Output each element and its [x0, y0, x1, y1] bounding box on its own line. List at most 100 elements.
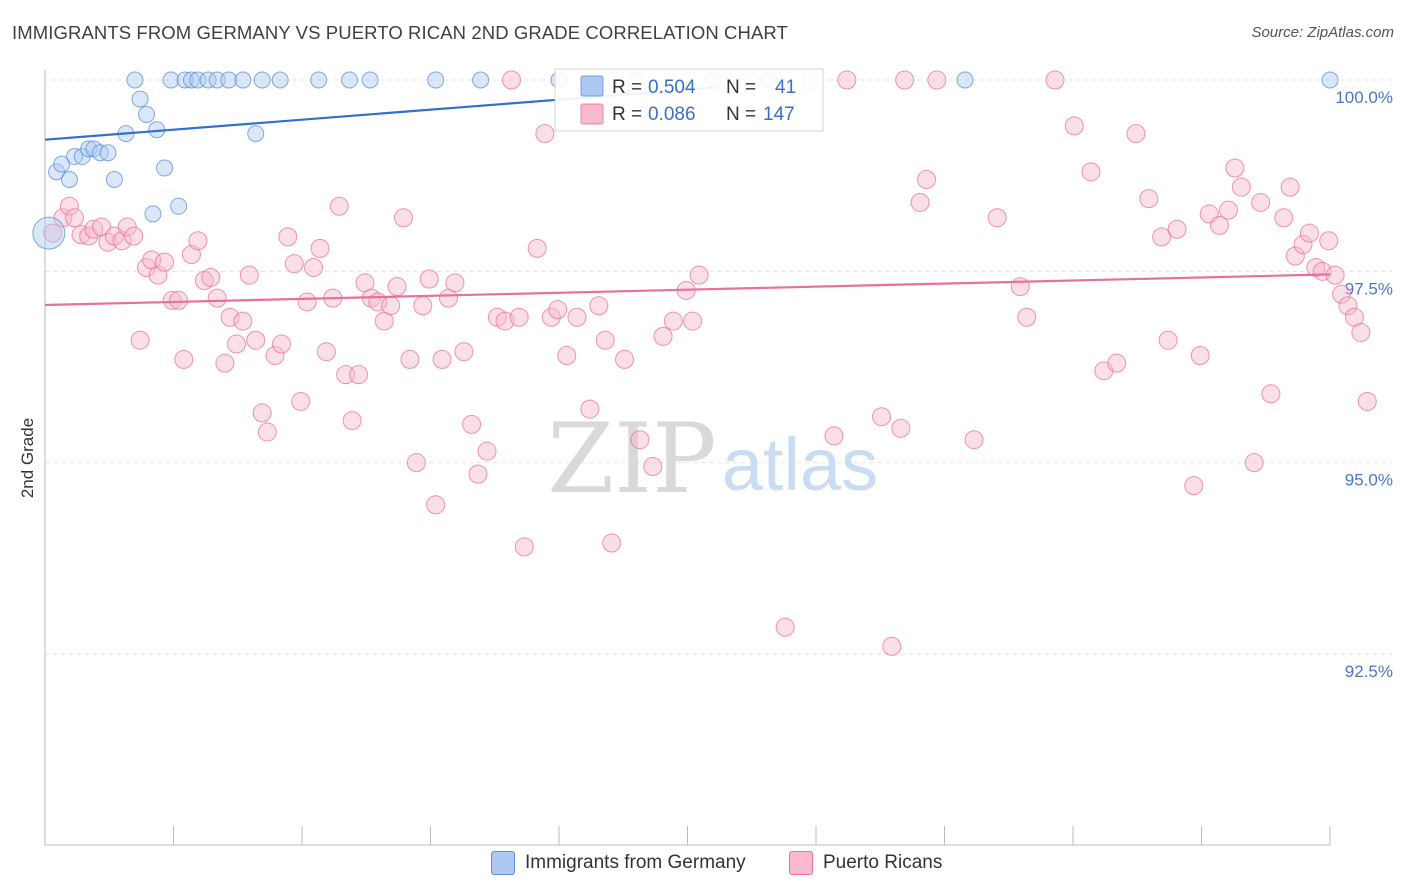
- puerto-ricans-point-129: [1280, 177, 1300, 197]
- puerto-ricans-point-63: [454, 342, 474, 362]
- bottom-legend: Immigrants from Germany Puerto Ricans: [0, 848, 1406, 882]
- puerto-ricans-point-34: [265, 346, 285, 366]
- puerto-ricans-point-0: [43, 223, 63, 243]
- puerto-ricans-point-123: [1225, 158, 1245, 178]
- puerto-ricans-point-27: [220, 307, 240, 327]
- puerto-ricans-point-84: [643, 456, 663, 476]
- germany-point-26: [234, 71, 252, 89]
- series-puerto-ricans: [43, 70, 1377, 656]
- puerto-ricans-point-85: [653, 326, 673, 346]
- puerto-ricans-point-106: [1010, 277, 1030, 297]
- puerto-ricans-point-22: [188, 231, 208, 251]
- series-immigrants-from-germany: [32, 71, 1339, 250]
- legend-n-label-2: N =: [726, 104, 756, 125]
- germany-point-33: [427, 71, 445, 89]
- puerto-ricans-point-74: [541, 307, 561, 327]
- puerto-ricans-point-53: [387, 277, 407, 297]
- puerto-ricans-point-66: [477, 441, 497, 461]
- puerto-ricans-point-78: [580, 399, 600, 419]
- puerto-ricans-point-13: [130, 330, 150, 350]
- gridlines: [45, 79, 1392, 655]
- puerto-ricans-point-114: [1139, 189, 1159, 209]
- germany-point-9: [99, 144, 117, 162]
- puerto-ricans-point-131: [1293, 235, 1313, 255]
- germany-point-15: [144, 205, 162, 223]
- puerto-ricans-point-59: [426, 495, 446, 515]
- puerto-ricans-point-69: [501, 70, 521, 90]
- y-tick-labels: 100.0% 97.5% 95.0% 92.5%: [1335, 88, 1393, 681]
- correlation-legend: R = 0.504 N = 41 R = 0.086 N = 147: [554, 68, 824, 132]
- puerto-ricans-point-35: [271, 334, 291, 354]
- germany-point-21: [182, 71, 200, 89]
- germany-point-22: [189, 71, 207, 89]
- puerto-ricans-point-20: [174, 349, 194, 369]
- puerto-ricans-point-17: [155, 252, 175, 272]
- puerto-ricans-point-3: [65, 208, 85, 228]
- germany-point-30: [310, 71, 328, 89]
- puerto-ricans-point-46: [342, 411, 362, 431]
- y-axis-label: 2nd Grade: [18, 418, 37, 498]
- puerto-ricans-point-36: [278, 227, 298, 247]
- puerto-ricans-point-97: [872, 407, 892, 427]
- germany-point-12: [126, 71, 144, 89]
- germany-point-25: [220, 71, 238, 89]
- puerto-ricans-point-112: [1107, 353, 1127, 373]
- puerto-ricans-point-4: [71, 225, 91, 245]
- puerto-ricans-point-95: [824, 426, 844, 446]
- puerto-ricans-point-58: [419, 269, 439, 289]
- y-tick-label-1: 97.5%: [1345, 279, 1393, 298]
- puerto-ricans-point-71: [514, 537, 534, 557]
- trend-line-puerto-ricans: [44, 273, 1331, 307]
- puerto-ricans-point-82: [615, 349, 635, 369]
- puerto-ricans-point-11: [117, 217, 137, 237]
- puerto-ricans-point-100: [895, 70, 915, 90]
- puerto-ricans-point-109: [1064, 116, 1084, 136]
- germany-point-39: [956, 71, 974, 89]
- chart-source: Source: ZipAtlas.com: [1251, 24, 1394, 41]
- puerto-ricans-point-83: [630, 430, 650, 450]
- germany-point-31: [341, 71, 359, 89]
- legend-r-value-1: 0.504: [648, 77, 696, 98]
- puerto-ricans-point-37: [284, 254, 304, 274]
- puerto-ricans-point-121: [1209, 215, 1229, 235]
- watermark-atlas: atlas: [722, 423, 878, 506]
- puerto-ricans-point-2: [59, 196, 79, 216]
- puerto-ricans-point-57: [413, 296, 433, 316]
- germany-point-20: [176, 71, 194, 89]
- puerto-ricans-point-77: [567, 307, 587, 327]
- watermark-zip: ZIP: [547, 403, 716, 515]
- germany-point-3: [60, 170, 78, 188]
- legend-item-puerto-ricans[interactable]: Puerto Ricans: [789, 851, 942, 875]
- legend-swatch-germany: [491, 851, 515, 875]
- puerto-ricans-point-70: [509, 307, 529, 327]
- puerto-ricans-point-44: [329, 196, 349, 216]
- puerto-ricans-point-89: [689, 265, 709, 285]
- germany-point-14: [138, 105, 156, 123]
- puerto-ricans-point-122: [1218, 200, 1238, 220]
- y-tick-label-3: 92.5%: [1345, 662, 1393, 681]
- puerto-ricans-point-56: [406, 453, 426, 473]
- puerto-ricans-point-26: [215, 353, 235, 373]
- puerto-ricans-point-138: [1338, 296, 1358, 316]
- puerto-ricans-point-24: [201, 267, 221, 287]
- puerto-ricans-point-28: [226, 334, 246, 354]
- germany-point-17: [156, 159, 174, 177]
- puerto-ricans-point-88: [683, 311, 703, 331]
- legend-item-germany[interactable]: Immigrants from Germany: [491, 851, 746, 875]
- legend-r-label-1: R =: [612, 77, 642, 98]
- puerto-ricans-point-101: [910, 192, 930, 212]
- chart-title: IMMIGRANTS FROM GERMANY VS PUERTO RICAN …: [12, 22, 788, 43]
- legend-r-value-2: 0.086: [648, 104, 696, 125]
- puerto-ricans-point-6: [84, 219, 104, 239]
- puerto-ricans-point-29: [233, 311, 253, 331]
- puerto-ricans-point-75: [548, 300, 568, 320]
- puerto-ricans-point-134: [1312, 261, 1332, 281]
- puerto-ricans-point-125: [1244, 453, 1264, 473]
- puerto-ricans-point-135: [1319, 231, 1339, 251]
- puerto-ricans-point-39: [297, 292, 317, 312]
- germany-point-19: [170, 197, 188, 215]
- germany-point-10: [105, 170, 123, 188]
- puerto-ricans-point-42: [316, 342, 336, 362]
- puerto-ricans-point-115: [1152, 227, 1172, 247]
- puerto-ricans-point-80: [595, 330, 615, 350]
